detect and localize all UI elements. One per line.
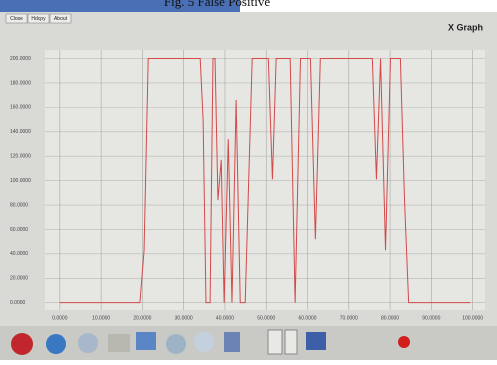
- page: Fig. 5 False Positive Close Hdcpy About X …: [0, 0, 497, 360]
- x-tick-label: 30.0000: [175, 315, 193, 321]
- app-icon[interactable]: [166, 334, 186, 354]
- y-tick-label: 180.0000: [10, 80, 31, 86]
- start-icon[interactable]: [11, 333, 33, 355]
- y-tick-label: 40.0000: [10, 251, 28, 257]
- x-tick-label: 70.0000: [340, 315, 358, 321]
- pager[interactable]: [268, 330, 282, 354]
- x-tick-label: 90.0000: [422, 315, 440, 321]
- doc-icon[interactable]: [224, 332, 240, 352]
- x-tick-label: 60.0000: [298, 315, 316, 321]
- x-tick-label: 40.0000: [216, 315, 234, 321]
- app-title: X Graph: [448, 22, 483, 32]
- x-tick-label: 80.0000: [381, 315, 399, 321]
- status-icon[interactable]: [398, 336, 410, 348]
- title-bar-gap: [240, 0, 497, 12]
- button-label[interactable]: Hdcpy: [31, 16, 46, 22]
- y-tick-label: 80.0000: [10, 202, 28, 208]
- y-tick-label: 100.0000: [10, 178, 31, 184]
- y-tick-label: 140.0000: [10, 129, 31, 135]
- plot-area: [45, 50, 485, 310]
- button-row: Close Hdcpy About: [6, 14, 71, 23]
- y-tick-label: 60.0000: [10, 227, 28, 233]
- x-tick-label: 10.0000: [92, 315, 110, 321]
- x-tick-label: 0.0000: [52, 315, 68, 321]
- mail-icon[interactable]: [78, 333, 98, 353]
- y-tick-label: 120.0000: [10, 154, 31, 160]
- terminal-icon[interactable]: [136, 332, 156, 350]
- y-tick-label: 20.0000: [10, 276, 28, 282]
- monitor-icon[interactable]: [306, 332, 326, 350]
- screen: Fig. 5 False Positive Close Hdcpy About X …: [0, 0, 497, 360]
- app-icon[interactable]: [194, 332, 214, 352]
- y-tick-label: 160.0000: [10, 105, 31, 111]
- y-tick-label: 0.0000: [10, 300, 26, 306]
- browser-icon[interactable]: [46, 334, 66, 354]
- x-tick-label: 100.0000: [462, 315, 483, 321]
- taskbar: [0, 326, 497, 360]
- button-label[interactable]: About: [54, 16, 68, 22]
- button-label[interactable]: Close: [10, 16, 23, 22]
- x-tick-label: 20.0000: [133, 315, 151, 321]
- x-tick-label: 50.0000: [257, 315, 275, 321]
- tool-icon[interactable]: [108, 334, 130, 352]
- y-tick-label: 200.0000: [10, 56, 31, 62]
- pager[interactable]: [285, 330, 297, 354]
- caption: Fig. 5 False Positive: [164, 0, 270, 9]
